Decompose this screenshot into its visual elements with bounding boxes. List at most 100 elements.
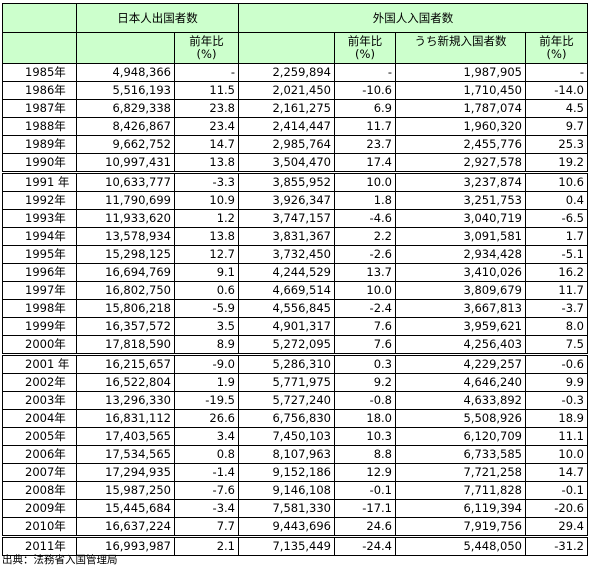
data-row: 1995年 15,298,125 12.7 3,732,450 -2.6 2,934,42… (2, 245, 588, 264)
value-cell: 10.3 (334, 427, 396, 446)
value-cell: -31.2 (525, 535, 588, 556)
value-cell: 9,443,696 (238, 517, 335, 537)
value-cell: -3.4 (174, 499, 239, 518)
value-cell: 6,829,338 (76, 99, 175, 118)
value-cell: 11,790,699 (76, 191, 175, 210)
data-row: 2011年 16,993,987 2.1 7,135,449 -24.4 5,448,05… (2, 535, 588, 556)
data-row: 1997年 16,802,750 0.6 4,669,514 10.0 3,809,679… (2, 281, 588, 300)
header-cell: 前年比 (%) (334, 32, 396, 64)
header-unit: (%) (546, 47, 567, 61)
data-row: 1998年 15,806,218 -5.9 4,556,845 -2.4 3,667,81… (2, 299, 588, 318)
value-cell: 1.7 (525, 227, 588, 246)
header-row: 日本人出国者数 外国人入国者数 (2, 3, 588, 33)
value-cell: 17,534,565 (76, 445, 175, 464)
value-cell: -20.6 (525, 499, 588, 518)
source-note: 出典：法務省入国管理局 (2, 554, 118, 566)
data-row: 2006年 17,534,565 0.8 8,107,963 8.8 6,733,585 1… (2, 445, 588, 464)
value-cell: 3,040,719 (395, 209, 526, 228)
data-row: 2004年 16,831,112 26.6 6,756,830 18.0 5,508,92… (2, 409, 588, 428)
data-row: 2003年 13,296,330 -19.5 5,727,240 -0.8 4,633,8… (2, 391, 588, 410)
value-cell: 15,445,684 (76, 499, 175, 518)
data-row: 1990年 10,997,431 13.8 3,504,470 17.4 2,927,57… (2, 153, 588, 173)
value-cell: 9.7 (525, 117, 588, 136)
value-cell: -17.1 (334, 499, 396, 518)
value-cell: 8.0 (525, 317, 588, 336)
value-cell: 7,721,258 (395, 463, 526, 482)
value-cell: -6.5 (525, 209, 588, 228)
data-row: 1991 年 10,633,777 -3.3 3,855,952 10.0 3,237,8… (2, 171, 588, 192)
value-cell: 3,251,753 (395, 191, 526, 210)
value-cell: 13,296,330 (76, 391, 175, 410)
data-row: 2001 年 16,215,657 -9.0 5,286,310 0.3 4,229,25… (2, 353, 588, 374)
value-cell: 7,581,330 (238, 499, 335, 518)
value-cell: - (525, 63, 588, 82)
header-cell (238, 32, 335, 64)
data-row: 2000年 17,818,590 8.9 5,272,095 7.6 4,256,403 7… (2, 335, 588, 355)
value-cell: 5,272,095 (238, 335, 335, 355)
value-cell: 1.8 (334, 191, 396, 210)
year-cell: 2006年 (2, 445, 77, 464)
header-cell (2, 3, 77, 33)
value-cell: 4,669,514 (238, 281, 335, 300)
value-cell: 1,987,905 (395, 63, 526, 82)
value-cell: 3,926,347 (238, 191, 335, 210)
value-cell: 16,637,224 (76, 517, 175, 537)
year-cell: 1989年 (2, 135, 77, 154)
value-cell: -2.4 (334, 299, 396, 318)
value-cell: 3,809,679 (395, 281, 526, 300)
data-row: 1989年 9,662,752 14.7 2,985,764 23.7 2,455,776… (2, 135, 588, 154)
value-cell: 11.7 (334, 117, 396, 136)
value-cell: 2,021,450 (238, 81, 335, 100)
value-cell: 15,987,250 (76, 481, 175, 500)
value-cell: 5,727,240 (238, 391, 335, 410)
data-row: 1985年 4,948,366-2,259,894-1,987,905- (2, 63, 588, 82)
value-cell: 2,259,894 (238, 63, 335, 82)
value-cell: 10.0 (334, 171, 396, 192)
value-cell: 17,294,935 (76, 463, 175, 482)
year-cell: 1995年 (2, 245, 77, 264)
value-cell: 16,831,112 (76, 409, 175, 428)
year-cell: 1986年 (2, 81, 77, 100)
value-cell: 6,120,709 (395, 427, 526, 446)
value-cell: 10,997,431 (76, 153, 175, 173)
value-cell: 5,508,926 (395, 409, 526, 428)
value-cell: 10,633,777 (76, 171, 175, 192)
year-cell: 1997年 (2, 281, 77, 300)
value-cell: - (174, 63, 239, 82)
value-cell: -3.3 (174, 171, 239, 192)
value-cell: 2,161,275 (238, 99, 335, 118)
header-unit: (%) (355, 47, 375, 61)
value-cell: 16,215,657 (76, 353, 175, 374)
year-cell: 2008年 (2, 481, 77, 500)
value-cell: 15,298,125 (76, 245, 175, 264)
data-row: 2008年 15,987,250 -7.6 9,146,108 -0.1 7,711,82… (2, 481, 588, 500)
value-cell: 7,135,449 (238, 535, 335, 556)
header-cell: 日本人出国者数 (76, 3, 239, 33)
year-cell: 1993年 (2, 209, 77, 228)
year-cell: 1992年 (2, 191, 77, 210)
value-cell: -5.1 (525, 245, 588, 264)
year-cell: 1994年 (2, 227, 77, 246)
value-cell: 3,504,470 (238, 153, 335, 173)
header-cell: うち新規入国者数 (395, 32, 526, 64)
header-unit: (%) (196, 47, 217, 61)
value-cell: 3,667,813 (395, 299, 526, 318)
data-row: 1994年 13,578,934 13.8 3,831,367 2.2 3,091,581… (2, 227, 588, 246)
header-cell: 外国人入国者数 (238, 3, 588, 33)
value-cell: 2,455,776 (395, 135, 526, 154)
data-row: 1988年 8,426,867 23.4 2,414,447 11.7 1,960,320… (2, 117, 588, 136)
value-cell: 16,522,804 (76, 373, 175, 392)
value-cell: 0.6 (174, 281, 239, 300)
value-cell: -7.6 (174, 481, 239, 500)
value-cell: 13.7 (334, 263, 396, 282)
table-wrap: 日本人出国者数 外国人入国者数 前年比 (%) 前年比 (%) うち新規入国者数 前… (2, 3, 588, 556)
data-row: 2007年 17,294,935 -1.4 9,152,186 12.9 7,721,25… (2, 463, 588, 482)
value-cell: 1,960,320 (395, 117, 526, 136)
data-table: 日本人出国者数 外国人入国者数 前年比 (%) 前年比 (%) うち新規入国者数 前… (2, 3, 588, 556)
value-cell: 7.7 (174, 517, 239, 537)
value-cell: 7,711,828 (395, 481, 526, 500)
value-cell: 11,933,620 (76, 209, 175, 228)
value-cell: 0.3 (334, 353, 396, 374)
data-row: 1986年 5,516,193 11.5 2,021,450 -10.6 1,710,45… (2, 81, 588, 100)
